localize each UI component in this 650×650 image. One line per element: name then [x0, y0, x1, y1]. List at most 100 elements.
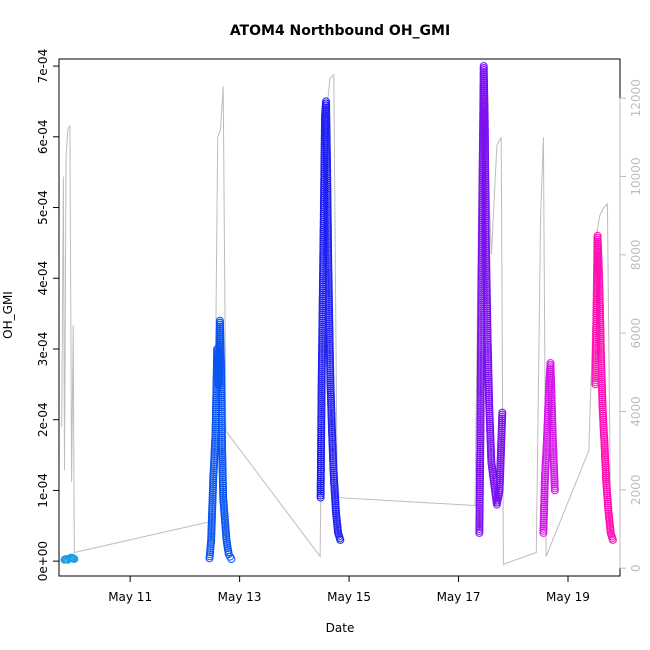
data-point	[483, 304, 492, 313]
data-point	[595, 282, 604, 291]
data-point	[594, 241, 602, 250]
data-point	[481, 180, 490, 189]
data-point	[323, 162, 332, 171]
data-point	[324, 293, 333, 302]
data-point	[482, 248, 491, 257]
y-axis-left: 0e+00 1e-04 2e-04 3e-04 4e-04 5e-04 6e-04 7e-04	[36, 49, 59, 581]
data-point	[324, 246, 333, 255]
data-point	[317, 427, 326, 436]
data-point	[479, 70, 488, 79]
data-point	[547, 397, 556, 406]
data-point	[484, 353, 493, 362]
data-point	[324, 272, 333, 280]
data-point	[317, 375, 326, 384]
data-point	[217, 411, 226, 420]
data-point	[325, 333, 334, 342]
data-point	[539, 518, 548, 527]
data-point	[219, 491, 228, 500]
data-point	[596, 324, 605, 333]
data-point	[480, 126, 489, 135]
data-point	[476, 451, 485, 460]
data-point	[316, 489, 325, 498]
data-point	[316, 459, 325, 468]
data-point	[481, 216, 490, 225]
data-point	[475, 509, 484, 518]
data-point	[476, 415, 485, 424]
data-point	[317, 423, 326, 432]
data-point	[481, 214, 490, 223]
data-point	[476, 362, 485, 370]
data-point	[476, 431, 485, 440]
data-point	[317, 361, 326, 370]
data-point	[475, 499, 484, 508]
data-point	[484, 383, 493, 392]
data-point	[594, 260, 603, 269]
x-tick-label: May 13	[218, 590, 262, 604]
series-1	[60, 553, 79, 564]
data-point	[476, 370, 485, 378]
data-point	[593, 231, 602, 240]
data-point	[322, 123, 331, 132]
data-point	[323, 154, 331, 162]
data-point	[317, 397, 326, 406]
data-point	[476, 397, 485, 406]
data-point	[316, 477, 325, 486]
data-point	[481, 210, 490, 219]
data-point	[326, 356, 334, 365]
data-point	[475, 489, 484, 498]
data-point	[317, 405, 326, 414]
data-point	[481, 200, 490, 209]
data-point	[316, 493, 325, 502]
data-point	[323, 178, 332, 187]
data-point	[317, 409, 326, 418]
data-point	[317, 453, 325, 462]
oh-gmi-series	[60, 62, 617, 564]
data-point	[475, 507, 484, 516]
series-2	[205, 316, 236, 563]
y-axis-label: OH_GMI	[1, 291, 15, 339]
data-point	[481, 146, 490, 155]
data-point	[217, 403, 226, 412]
data-point	[323, 230, 332, 239]
data-point	[322, 105, 331, 114]
data-point	[475, 495, 484, 504]
data-point	[319, 268, 328, 277]
data-point	[218, 461, 227, 470]
data-point	[325, 346, 334, 354]
data-point	[219, 483, 227, 492]
data-point	[217, 365, 226, 374]
data-point	[476, 374, 485, 382]
data-point	[324, 276, 333, 284]
data-point	[325, 313, 334, 322]
series-5	[539, 359, 559, 537]
data-point	[476, 380, 485, 388]
data-point	[480, 106, 489, 115]
data-point	[481, 148, 490, 157]
data-point	[546, 361, 555, 370]
data-point	[318, 351, 326, 359]
data-point	[218, 475, 227, 484]
data-point	[483, 298, 491, 307]
data-point	[484, 349, 492, 357]
data-point	[595, 294, 604, 303]
data-point	[217, 425, 226, 434]
data-point	[317, 437, 326, 446]
data-point	[316, 473, 325, 482]
data-point	[481, 160, 490, 169]
data-point	[317, 439, 326, 448]
data-point	[480, 130, 489, 139]
data-point	[327, 404, 336, 413]
data-point	[325, 327, 334, 336]
data-point	[496, 458, 505, 467]
data-point	[547, 387, 556, 396]
data-point	[476, 433, 485, 442]
y2-tick-label: 8000	[629, 240, 643, 271]
data-point	[208, 498, 217, 507]
data-point	[483, 322, 492, 331]
data-point	[596, 316, 605, 325]
data-point	[317, 379, 326, 388]
data-point	[484, 375, 493, 384]
data-point	[319, 260, 328, 269]
data-point	[481, 204, 490, 213]
data-point	[317, 429, 326, 438]
